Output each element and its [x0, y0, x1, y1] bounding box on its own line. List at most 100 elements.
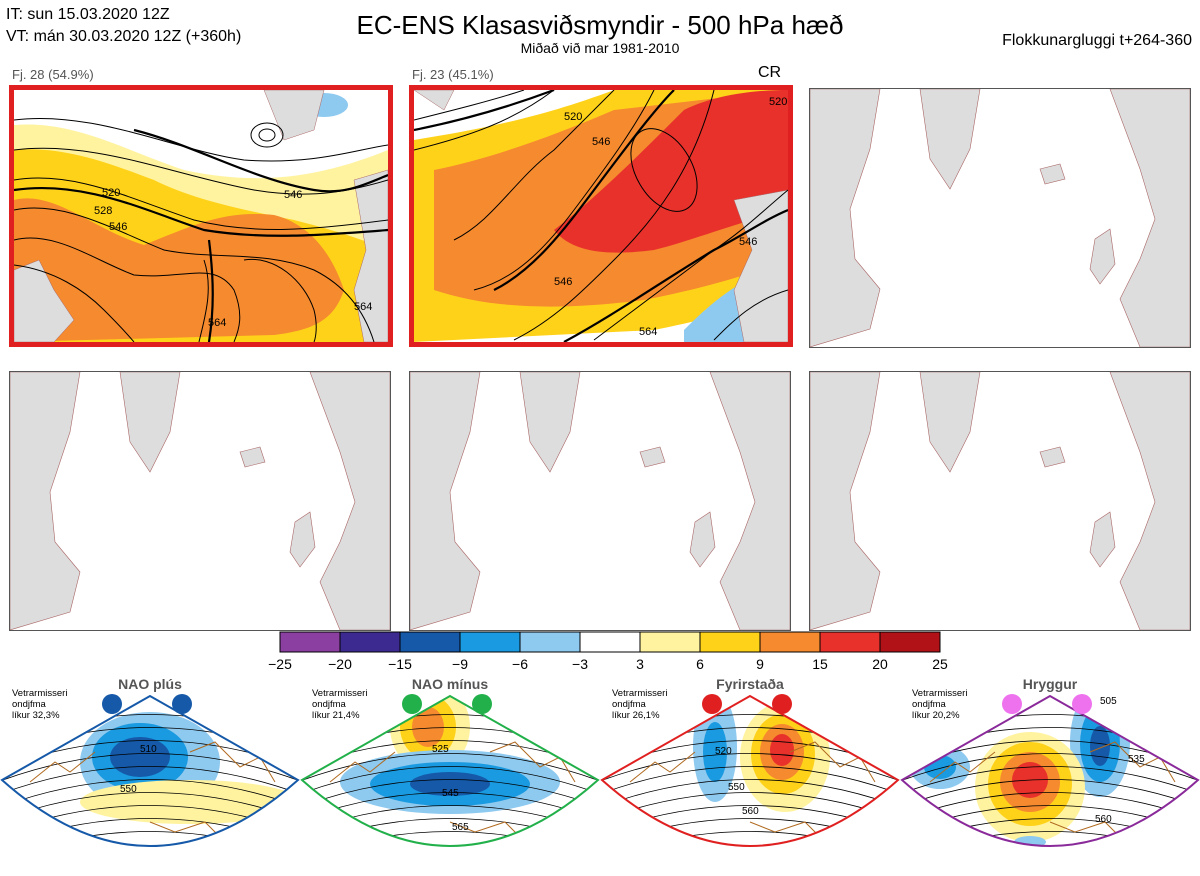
contour-label: 520 — [715, 746, 732, 757]
contour-label: 520 — [769, 96, 787, 108]
map-panel-3-svg — [810, 89, 1190, 347]
regime-map: 525 545 565 — [300, 694, 600, 847]
anomaly-shade — [703, 722, 727, 782]
regime-title: Fyrirstaða — [716, 676, 784, 692]
coastline — [329, 741, 576, 843]
height-contour — [302, 779, 598, 808]
regime-stat-line: ondjfma — [12, 699, 46, 710]
map-panel-4[interactable] — [9, 371, 391, 631]
map-panel-3[interactable] — [809, 88, 1191, 348]
classification-window: Flokkunargluggi t+264-360 — [1002, 32, 1192, 49]
contour-label: 528 — [94, 205, 112, 217]
contour-label: 520 — [564, 111, 582, 123]
height-contour — [302, 753, 598, 782]
regime-panel[interactable]: 520 550 560 Fyrirstaða Vetrarmisseri ondjfma l… — [600, 672, 900, 871]
height-contour — [2, 766, 298, 795]
colorbar-swatch — [339, 631, 401, 653]
contour-label: 564 — [208, 317, 226, 329]
page-title: EC-ENS Klasasviðsmyndir - 500 hPa hæð — [356, 10, 844, 40]
colorbar-tick-label: −6 — [512, 656, 528, 672]
colorbar-tick-label: 6 — [696, 656, 704, 672]
regime-map: 510 550 — [0, 694, 300, 847]
contour-label: 505 — [1100, 696, 1117, 707]
colorbar-swatch — [579, 631, 641, 653]
colorbar-swatch — [399, 631, 461, 653]
colorbar-swatch — [759, 631, 821, 653]
height-contour — [2, 753, 298, 782]
regime-map: 505 535 560 — [900, 694, 1200, 847]
regime-marker-dot — [102, 694, 122, 714]
regime-stat-line: ondjfma — [912, 699, 946, 710]
map-panel-5-svg — [410, 372, 790, 630]
contour-label: 546 — [739, 236, 757, 248]
contour-label: 564 — [354, 301, 372, 313]
map-panel-6-svg — [810, 372, 1190, 630]
colorbar-tick-label: 25 — [932, 656, 948, 672]
header-info: IT: sun 15.03.2020 12Z VT: mán 30.03.202… — [6, 4, 241, 48]
contour-label: 525 — [432, 744, 449, 755]
map-panel-1-svg: 520 528 546 564 546 564 — [14, 90, 388, 342]
regime-stat-line: Vetrarmisseri — [312, 688, 368, 699]
contour-label: 545 — [442, 788, 459, 799]
regime-marker-dot — [172, 694, 192, 714]
map-panel-5[interactable] — [409, 371, 791, 631]
regime-frame — [0, 694, 300, 847]
colorbar-tick-label: −15 — [388, 656, 412, 672]
colorbar-tick-label: 9 — [756, 656, 764, 672]
coastline — [929, 741, 1176, 843]
regime-stat-line: ondjfma — [612, 699, 646, 710]
colorbar-tick-label: −20 — [328, 656, 352, 672]
height-contour — [902, 779, 1198, 808]
contour-label: 546 — [109, 221, 127, 233]
anomaly-shade — [770, 734, 794, 766]
regime-stat-line: Vetrarmisseri — [612, 688, 668, 699]
map-panel-6[interactable] — [809, 371, 1191, 631]
height-contour — [902, 766, 1198, 795]
map-panel-2-svg: 520 546 546 546 564 520 — [414, 90, 788, 342]
colorbar-tick-label: 20 — [872, 656, 888, 672]
map-panel-2[interactable]: 520 546 546 546 564 520 — [409, 85, 793, 347]
panel-2-label: Fj. 23 (45.1%) — [412, 67, 494, 82]
height-contour — [302, 766, 598, 795]
valid-time: VT: mán 30.03.2020 12Z (+360h) — [6, 28, 242, 45]
regime-panel[interactable]: 505 535 560 Hryggur Vetrarmisseri ondjfma líku… — [900, 672, 1200, 871]
height-contour — [2, 779, 298, 808]
regime-stat-line: Vetrarmisseri — [912, 688, 968, 699]
colorbar-swatch — [699, 631, 761, 653]
anomaly-shade — [410, 772, 490, 796]
contour-label: 546 — [592, 136, 610, 148]
height-contour — [902, 753, 1198, 782]
anomaly-shade — [80, 780, 298, 824]
regime-stat-line: Vetrarmisseri — [12, 688, 68, 699]
regime-marker-dot — [1002, 694, 1022, 714]
colorbar-swatch — [639, 631, 701, 653]
contour-label: 546 — [554, 276, 572, 288]
regime-stat-line: líkur 21,4% — [312, 710, 360, 721]
contour-label: 510 — [140, 744, 157, 755]
contour-label: 546 — [284, 189, 302, 201]
panel-1-label: Fj. 28 (54.9%) — [12, 67, 94, 82]
contour-label: 564 — [639, 326, 657, 338]
colorbar-tick-label: 3 — [636, 656, 644, 672]
regime-panel[interactable]: 510 550 NAO plús Vetrarmisseri ondjfma líkur … — [0, 672, 300, 871]
regime-title: Hryggur — [1022, 676, 1078, 692]
regime-stat-line: líkur 20,2% — [912, 710, 960, 721]
coastline — [29, 741, 276, 843]
regime-stat-line: líkur 26,1% — [612, 710, 660, 721]
height-contour — [602, 766, 898, 795]
map-panel-1[interactable]: 520 528 546 564 546 564 — [9, 85, 393, 347]
colorbar-swatch — [819, 631, 881, 653]
regime-panel[interactable]: 525 545 565 NAO mínus Vetrarmisseri ondjfma lí… — [300, 672, 600, 871]
contour-label: 560 — [742, 806, 759, 817]
colorbar-swatch — [279, 631, 341, 653]
contour-label: 550 — [120, 784, 137, 795]
anomaly-shade — [412, 707, 444, 747]
contour-label: 535 — [1128, 754, 1145, 765]
colorbar-tick-label: 15 — [812, 656, 828, 672]
regime-frame — [300, 694, 600, 847]
regime-marker-dot — [472, 694, 492, 714]
contour-label: 560 — [1095, 814, 1112, 825]
anomaly-shade — [1090, 726, 1110, 766]
colorbar — [279, 631, 941, 653]
colorbar-tick-label: −25 — [268, 656, 292, 672]
